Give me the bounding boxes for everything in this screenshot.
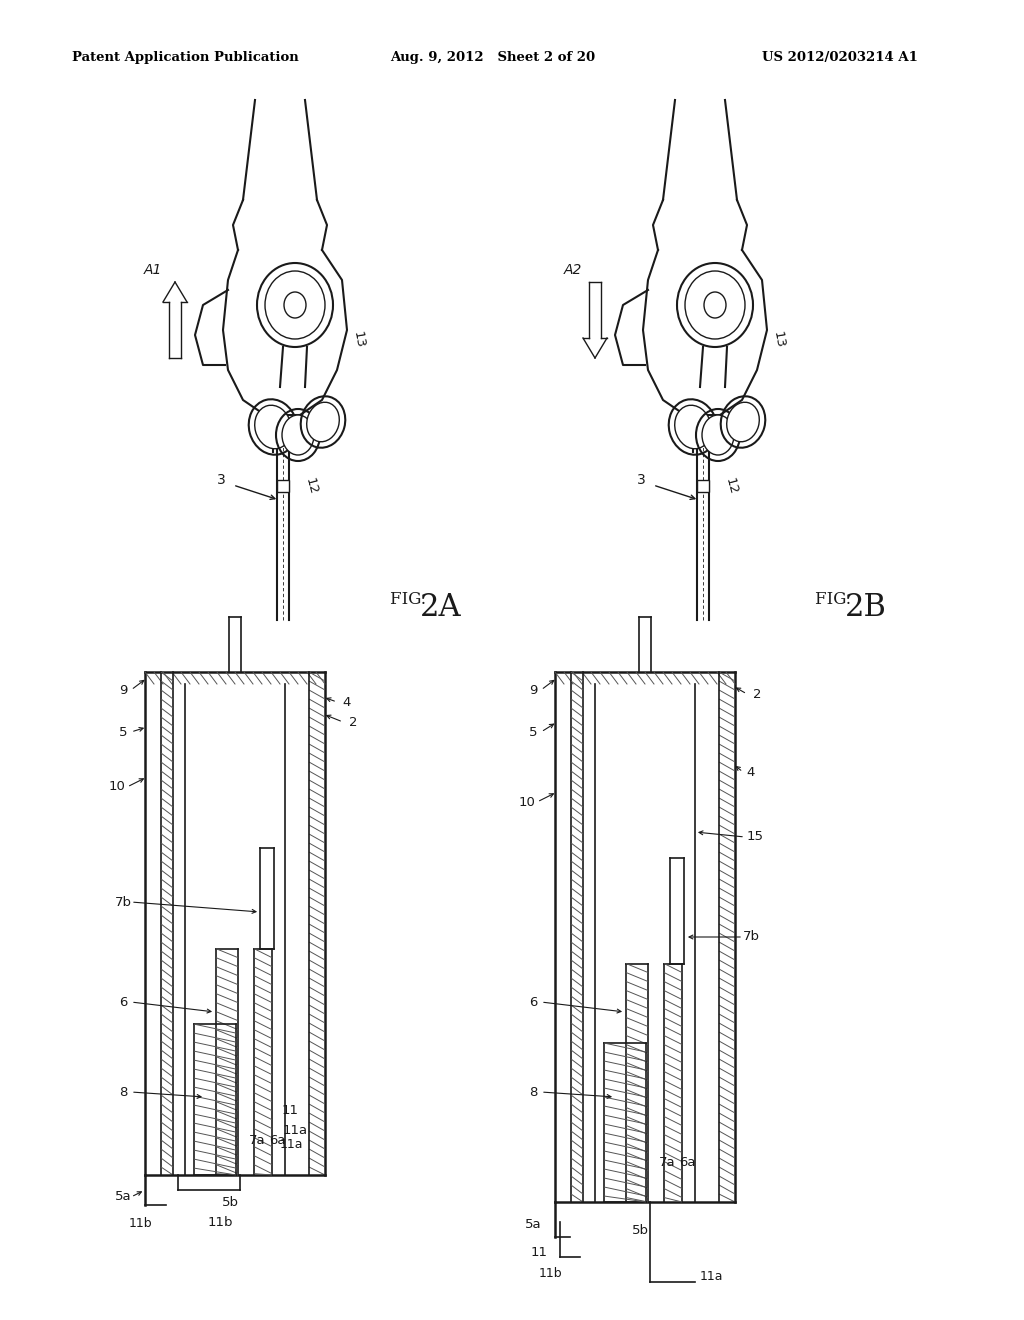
Text: 11b: 11b <box>207 1217 232 1229</box>
Text: 2: 2 <box>349 715 357 729</box>
Text: 10: 10 <box>109 780 125 793</box>
Bar <box>697 480 709 492</box>
Text: A1: A1 <box>143 263 162 277</box>
Text: 6: 6 <box>119 995 127 1008</box>
Text: 4: 4 <box>746 766 755 779</box>
Text: 11b: 11b <box>539 1267 562 1280</box>
Text: 15: 15 <box>746 830 764 843</box>
Text: 3: 3 <box>637 473 645 487</box>
Text: 9: 9 <box>528 684 538 697</box>
Ellipse shape <box>282 414 314 455</box>
Text: 2B: 2B <box>845 591 887 623</box>
Text: 11: 11 <box>530 1246 548 1258</box>
Ellipse shape <box>255 405 291 449</box>
Text: 13: 13 <box>351 330 367 350</box>
Text: 2: 2 <box>753 688 761 701</box>
Bar <box>278 480 289 492</box>
Text: 8: 8 <box>119 1085 127 1098</box>
Text: 5a: 5a <box>115 1191 131 1204</box>
Text: 12: 12 <box>723 477 740 496</box>
Text: 13: 13 <box>771 330 786 350</box>
Ellipse shape <box>307 403 339 442</box>
Text: US 2012/0203214 A1: US 2012/0203214 A1 <box>762 50 918 63</box>
Text: FIG.: FIG. <box>390 591 431 609</box>
Text: 8: 8 <box>528 1085 538 1098</box>
Text: 5: 5 <box>119 726 127 738</box>
Ellipse shape <box>702 414 734 455</box>
Text: 6a: 6a <box>268 1134 286 1147</box>
Text: 9: 9 <box>119 684 127 697</box>
Text: 5: 5 <box>528 726 538 738</box>
Text: 11a: 11a <box>700 1270 724 1283</box>
Text: Aug. 9, 2012   Sheet 2 of 20: Aug. 9, 2012 Sheet 2 of 20 <box>390 50 595 63</box>
Ellipse shape <box>685 271 745 339</box>
Text: 3: 3 <box>217 473 225 487</box>
Text: 5a: 5a <box>524 1217 542 1230</box>
Text: A2: A2 <box>564 263 583 277</box>
Ellipse shape <box>265 271 325 339</box>
Text: 6: 6 <box>528 995 538 1008</box>
Text: 7a: 7a <box>658 1155 675 1168</box>
Text: 12: 12 <box>303 477 319 496</box>
Text: 6a: 6a <box>679 1155 695 1168</box>
Text: 5b: 5b <box>632 1224 648 1237</box>
Text: 4: 4 <box>343 696 351 709</box>
Text: 11b: 11b <box>128 1217 152 1230</box>
Text: 11a: 11a <box>280 1138 303 1151</box>
Text: FIG.: FIG. <box>815 591 856 609</box>
Text: 7b: 7b <box>115 895 131 908</box>
Text: 10: 10 <box>518 796 536 808</box>
Text: 11: 11 <box>282 1104 299 1117</box>
Text: 11a: 11a <box>283 1123 307 1137</box>
Text: Patent Application Publication: Patent Application Publication <box>72 50 299 63</box>
Text: 5b: 5b <box>221 1196 239 1209</box>
Ellipse shape <box>675 405 712 449</box>
Text: 7a: 7a <box>249 1134 265 1147</box>
Ellipse shape <box>727 403 760 442</box>
Text: 2A: 2A <box>420 591 462 623</box>
Text: 7b: 7b <box>742 931 760 944</box>
